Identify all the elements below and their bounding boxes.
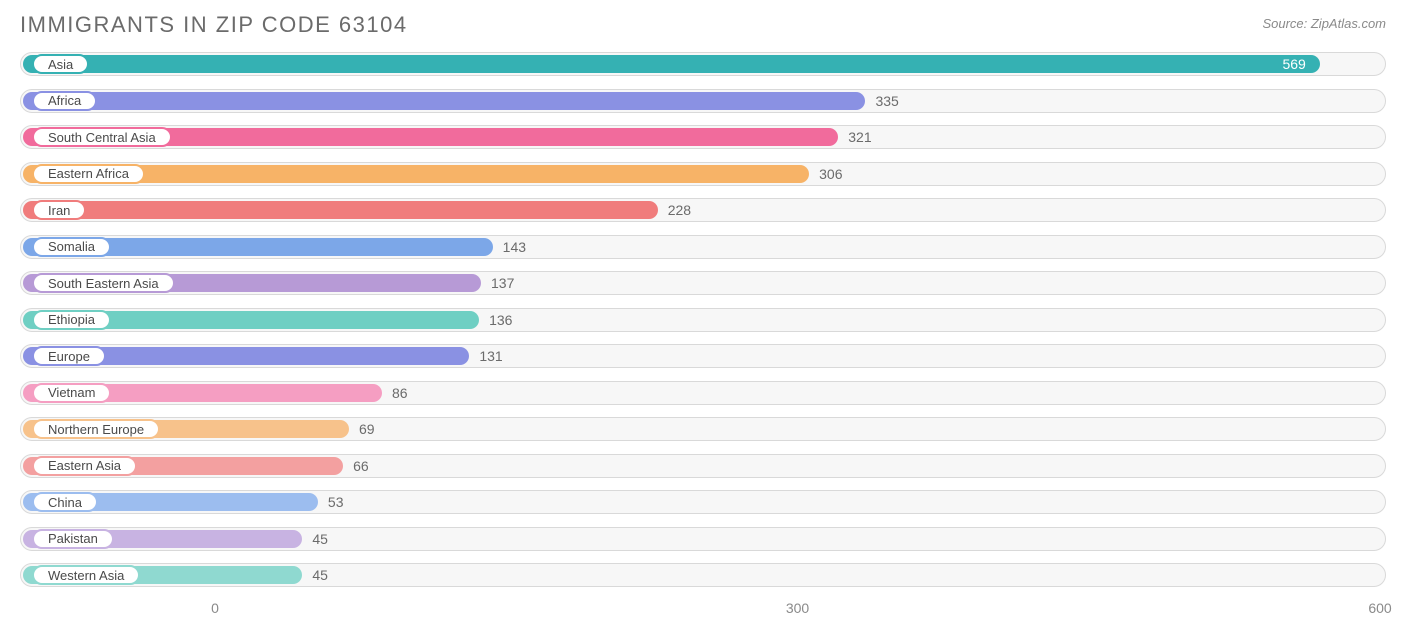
bar-label-pill: South Eastern Asia xyxy=(32,273,175,293)
chart-title: IMMIGRANTS IN ZIP CODE 63104 xyxy=(20,12,408,38)
bar-label-pill: Pakistan xyxy=(32,529,114,549)
bar-value: 45 xyxy=(312,563,328,587)
bar-row: Somalia 143 xyxy=(20,235,1386,263)
bar-label: Western Asia xyxy=(48,568,124,583)
bar-label-pill: Western Asia xyxy=(32,565,140,585)
bar-value: 569 xyxy=(1282,52,1305,76)
bar-label: Africa xyxy=(48,93,81,108)
bar-fill xyxy=(23,92,865,110)
bar-row: China 53 xyxy=(20,490,1386,518)
bar-value: 66 xyxy=(353,454,369,478)
bar-label-pill: South Central Asia xyxy=(32,127,172,147)
chart-header: IMMIGRANTS IN ZIP CODE 63104 Source: Zip… xyxy=(0,0,1406,46)
bar-value: 228 xyxy=(668,198,691,222)
bar-value: 136 xyxy=(489,308,512,332)
bar-label: Pakistan xyxy=(48,531,98,546)
bar-row: Pakistan 45 xyxy=(20,527,1386,555)
bar-label: Eastern Africa xyxy=(48,166,129,181)
bar-value: 131 xyxy=(479,344,502,368)
bar-label: Vietnam xyxy=(48,385,95,400)
bar-label-pill: Africa xyxy=(32,91,97,111)
x-axis-tick: 0 xyxy=(211,600,219,616)
bar-value: 86 xyxy=(392,381,408,405)
bar-value: 137 xyxy=(491,271,514,295)
bar-label: Eastern Asia xyxy=(48,458,121,473)
bar-label: China xyxy=(48,495,82,510)
bar-label-pill: Eastern Asia xyxy=(32,456,137,476)
bar-fill xyxy=(23,201,658,219)
bar-value: 335 xyxy=(875,89,898,113)
bar-label-pill: Europe xyxy=(32,346,106,366)
bar-row: South Eastern Asia 137 xyxy=(20,271,1386,299)
bar-label: Ethiopia xyxy=(48,312,95,327)
bar-label: South Central Asia xyxy=(48,130,156,145)
x-axis-tick: 300 xyxy=(786,600,809,616)
bar-value: 53 xyxy=(328,490,344,514)
bar-row: Western Asia 45 xyxy=(20,563,1386,591)
bar-row: Eastern Africa 306 xyxy=(20,162,1386,190)
bar-label: South Eastern Asia xyxy=(48,276,159,291)
bar-label: Asia xyxy=(48,57,73,72)
x-axis: 0300600 xyxy=(20,600,1386,630)
bar-label-pill: Eastern Africa xyxy=(32,164,145,184)
bar-label: Northern Europe xyxy=(48,422,144,437)
bar-label-pill: Northern Europe xyxy=(32,419,160,439)
bar-value: 69 xyxy=(359,417,375,441)
bar-row: Eastern Asia 66 xyxy=(20,454,1386,482)
bar-label-pill: Iran xyxy=(32,200,86,220)
bar-value: 45 xyxy=(312,527,328,551)
bar-row: Iran 228 xyxy=(20,198,1386,226)
bar-label-pill: China xyxy=(32,492,98,512)
x-axis-tick: 600 xyxy=(1368,600,1391,616)
bar-row: Europe 131 xyxy=(20,344,1386,372)
bar-label: Iran xyxy=(48,203,70,218)
bar-label: Europe xyxy=(48,349,90,364)
bar-label-pill: Ethiopia xyxy=(32,310,111,330)
bar-value: 143 xyxy=(503,235,526,259)
bar-label-pill: Asia xyxy=(32,54,89,74)
chart-plot-area: Asia 569 Africa 335 South Central Asia 321 Eas… xyxy=(0,46,1406,591)
bar-label-pill: Somalia xyxy=(32,237,111,257)
bar-row: Vietnam 86 xyxy=(20,381,1386,409)
chart-source: Source: ZipAtlas.com xyxy=(1262,16,1386,31)
bar-row: Ethiopia 136 xyxy=(20,308,1386,336)
bar-label: Somalia xyxy=(48,239,95,254)
bar-label-pill: Vietnam xyxy=(32,383,111,403)
bar-value: 306 xyxy=(819,162,842,186)
bar-fill xyxy=(23,55,1320,73)
bar-row: Asia 569 xyxy=(20,52,1386,80)
bar-row: Northern Europe 69 xyxy=(20,417,1386,445)
bar-value: 321 xyxy=(848,125,871,149)
bar-row: South Central Asia 321 xyxy=(20,125,1386,153)
bar-row: Africa 335 xyxy=(20,89,1386,117)
